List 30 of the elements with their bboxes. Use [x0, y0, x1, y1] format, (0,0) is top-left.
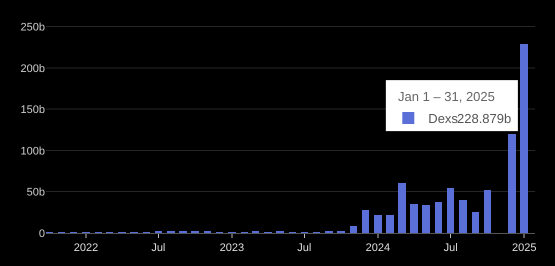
x-tick-label: Jul: [151, 242, 166, 254]
y-tick-label: 0: [38, 228, 45, 240]
y-tick-label: 150b: [20, 104, 45, 116]
bar: [374, 215, 382, 233]
x-tick-label: Jul: [444, 242, 458, 254]
x-tick-label: Jul: [297, 242, 312, 254]
x-tick-label: 2025: [512, 242, 536, 254]
bar: [459, 200, 467, 233]
bar: [362, 210, 369, 233]
legend-label: Dexs: [428, 111, 458, 126]
bar: [435, 202, 442, 233]
bar: [472, 212, 479, 233]
bar: [520, 44, 528, 233]
bar: [508, 134, 516, 233]
y-tick-label: 100b: [20, 145, 45, 158]
y-tick-label: 250b: [20, 22, 45, 34]
x-tick-label: 2023: [220, 242, 244, 254]
bar: [447, 188, 454, 233]
x-tick-label: 2024: [366, 242, 390, 254]
bar: [422, 205, 430, 233]
bar: [410, 204, 418, 233]
bar: [350, 226, 357, 233]
y-tick-label: 200b: [20, 62, 45, 75]
x-tick-label: 2022: [74, 242, 98, 254]
annotation: Jan 1 – 31, 2025: [398, 89, 495, 104]
annotation: 228.879b: [457, 111, 512, 126]
y-tick-label: 50b: [26, 186, 45, 199]
bar: [484, 190, 491, 233]
bar: [386, 215, 394, 233]
bar: [398, 183, 406, 233]
